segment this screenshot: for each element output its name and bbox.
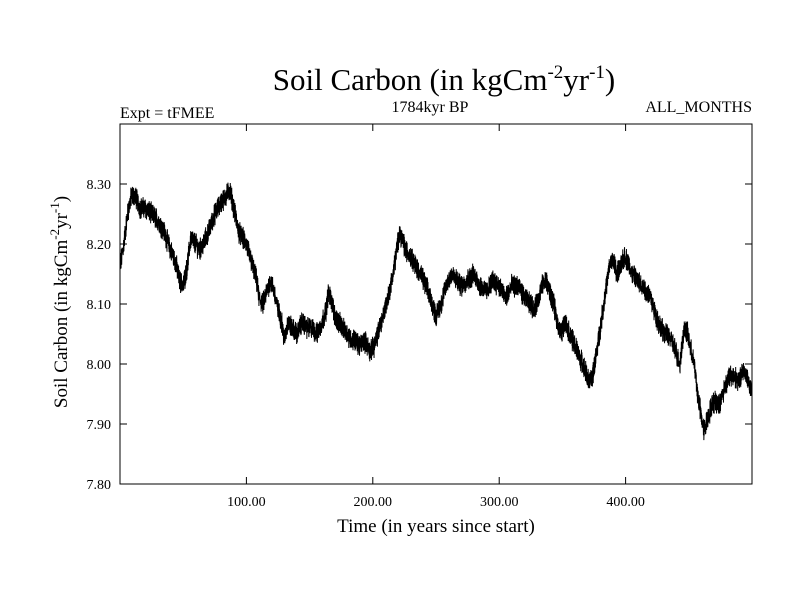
series-line [120,182,752,441]
y-axis: 7.80 7.90 8.00 8.10 8.20 8.30 [87,178,752,493]
x-tick-label: 100.00 [227,495,266,510]
experiment-label: Expt = tFMEE [120,105,214,122]
months-label: ALL_MONTHS [645,99,752,116]
y-tick-label: 7.90 [87,418,112,433]
series-layer [120,182,752,441]
x-tick-label: 400.00 [606,495,645,510]
time-period-label: 1784kyr BP [392,99,469,116]
x-tick-label: 300.00 [480,495,519,510]
chart-title: Soil Carbon (in kgCm-2yr-1) [273,62,616,97]
x-tick-label: 200.00 [354,495,393,510]
y-tick-label: 8.30 [87,178,112,193]
y-tick-label: 8.10 [87,298,112,313]
y-tick-label: 8.20 [87,238,112,253]
x-axis: 100.00 200.00 300.00 400.00 [227,124,645,510]
y-axis-label: Soil Carbon (in kgCm-2yr-1) [47,196,72,408]
y-tick-label: 7.80 [87,478,112,493]
y-tick-label: 8.00 [87,358,112,373]
x-axis-label: Time (in years since start) [337,516,535,537]
